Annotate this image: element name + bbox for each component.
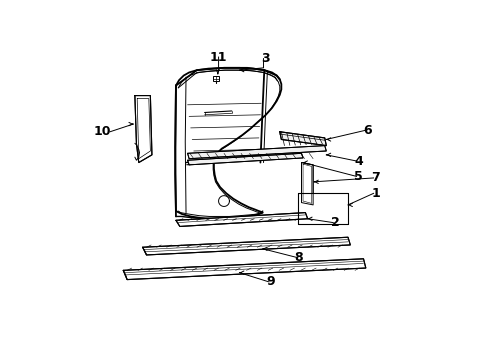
Text: 6: 6	[364, 124, 372, 137]
Polygon shape	[301, 163, 313, 205]
Polygon shape	[123, 259, 366, 280]
Text: 8: 8	[294, 251, 302, 264]
Polygon shape	[188, 153, 303, 165]
Text: 11: 11	[210, 50, 227, 64]
Text: 2: 2	[331, 216, 340, 229]
Polygon shape	[297, 193, 348, 224]
Polygon shape	[135, 95, 152, 163]
Text: 7: 7	[371, 171, 380, 184]
Text: 10: 10	[94, 125, 111, 138]
Text: 5: 5	[354, 170, 363, 183]
Polygon shape	[213, 76, 220, 81]
Polygon shape	[280, 132, 326, 145]
Text: 4: 4	[354, 154, 363, 167]
Text: 1: 1	[371, 187, 380, 200]
Text: 9: 9	[267, 275, 275, 288]
Polygon shape	[176, 213, 308, 226]
Polygon shape	[143, 237, 350, 255]
Text: 3: 3	[261, 52, 270, 65]
Polygon shape	[188, 145, 326, 159]
